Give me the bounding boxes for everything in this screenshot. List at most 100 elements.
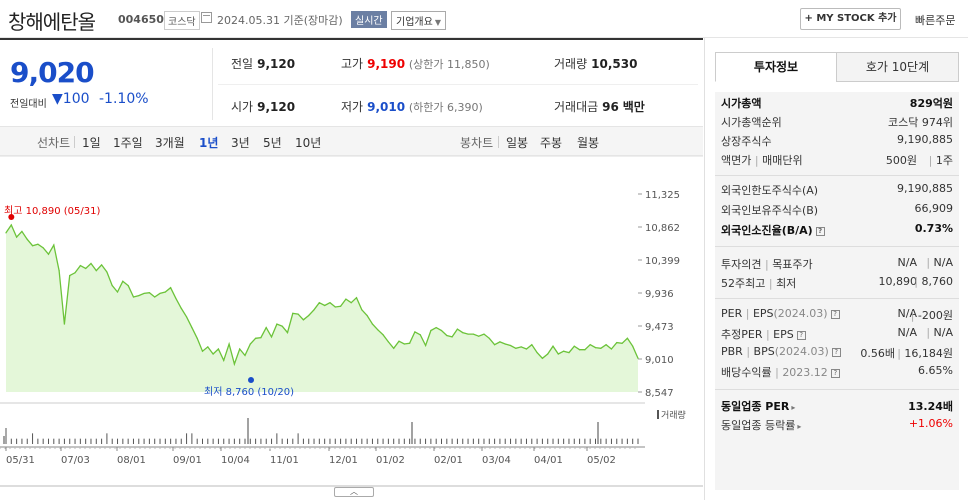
foreign-rate-value: 0.73%: [914, 222, 953, 235]
line-chart-label: 선차트: [37, 136, 71, 150]
price-point: [212, 353, 214, 355]
stock-name: 창해에탄올: [8, 10, 96, 34]
rank-label: 시가총액순위: [721, 116, 782, 129]
price-point: [223, 359, 225, 362]
tab-invest-info[interactable]: 투자정보: [715, 52, 837, 82]
realtime-button[interactable]: 실시간: [351, 11, 387, 28]
industry-per-row[interactable]: 동일업종 PER ▸ 13.24배: [721, 398, 953, 416]
foreign-hold-label: 외국인보유주식수(B): [721, 204, 819, 217]
base-date: 2024.05.31 기준(장마감): [217, 14, 343, 27]
period-1y[interactable]: 1년: [199, 136, 219, 150]
company-overview-dropdown[interactable]: 기업개요 ▼: [391, 11, 446, 30]
unit-value: | 1주: [928, 154, 953, 167]
help-icon[interactable]: ?: [815, 227, 825, 236]
period-3m[interactable]: 3개월: [155, 136, 185, 150]
price-point: [515, 347, 517, 349]
chart-resize-handle[interactable]: ︿: [334, 487, 374, 497]
period-1w[interactable]: 1주일: [113, 136, 143, 150]
help-icon[interactable]: ?: [830, 369, 840, 378]
divider: [498, 136, 499, 148]
help-icon[interactable]: ?: [831, 348, 841, 357]
per-row: PER | EPS(2024.03)? N/A | -200원: [721, 307, 953, 322]
pbr-row: PBR | BPS(2024.03)? 0.56배 | 16,184원: [721, 345, 953, 360]
period-3y[interactable]: 3년: [231, 136, 250, 150]
week52-row: 52주최고 | 최저 10,890 | 8,760: [721, 275, 953, 290]
price-point: [355, 297, 358, 299]
divider: [715, 175, 959, 176]
tab-orderbook[interactable]: 호가 10단계: [836, 52, 959, 82]
price-point: [196, 337, 198, 339]
candle-daily[interactable]: 일봉: [506, 136, 529, 150]
period-5y[interactable]: 5년: [263, 136, 282, 150]
info-tabs: 투자정보 호가 10단계: [715, 52, 959, 82]
lower-limit: (하한가 6,390): [408, 101, 483, 114]
foreign-hold-value: 66,909: [914, 202, 954, 215]
est-per-row: 추정PER | EPS? N/A | N/A: [721, 326, 953, 341]
price-point: [191, 327, 193, 329]
eps-text: -200원: [917, 309, 953, 322]
side-panel: 투자정보 호가 10단계 시가총액 829억원 시가총액순위 코스닥 974위 상장…: [704, 38, 968, 500]
stock-header: 창해에탄올 004650 코스닥 2024.05.31 기준(장마감) 실시간 …: [0, 0, 968, 38]
price-point: [499, 341, 501, 343]
price-chart[interactable]: 11,325 10,862 10,399 9,936 9,473 9,010 8,547 최고…: [0, 156, 703, 500]
candle-monthly[interactable]: 월봉: [577, 136, 600, 150]
candle-weekly[interactable]: 주봉: [540, 136, 563, 150]
x-tick-label: 09/01: [173, 455, 202, 466]
low-price: 저가 9,010 (하한가 6,390): [341, 98, 483, 115]
x-tick-label: 10/04: [221, 455, 250, 466]
price-point: [95, 270, 97, 272]
price-point: [148, 292, 150, 294]
volume-legend-label: 거래량: [661, 409, 686, 421]
price-point: [536, 351, 538, 354]
price-point: [63, 323, 66, 325]
price-point: [244, 354, 246, 357]
price-point: [69, 275, 71, 277]
price-point: [276, 323, 278, 325]
x-tick-label: 08/01: [117, 455, 146, 466]
industry-rate-row[interactable]: 동일업종 등락률 ▸ +1.06%: [721, 417, 953, 435]
y-tick-label: 11,325: [645, 190, 680, 201]
pbr-label: PBR: [721, 345, 743, 358]
quick-order-button[interactable]: 빠른주문: [915, 14, 956, 27]
price-point: [488, 337, 490, 339]
price-point: [217, 348, 220, 350]
price-point: [143, 292, 145, 295]
dividend-value: 6.65%: [918, 364, 953, 377]
w52-high-label: 52주최고: [721, 277, 766, 290]
price-point: [164, 291, 166, 293]
price-point: [563, 350, 565, 352]
price-point: [509, 344, 512, 347]
price-point: [393, 347, 395, 349]
high-label: 고가: [341, 57, 364, 71]
foreign-limit-value: 9,190,885: [897, 182, 953, 195]
my-stock-add-button[interactable]: + MY STOCK 추가: [800, 8, 901, 30]
price-point: [361, 309, 363, 311]
price-point: [594, 346, 597, 349]
price-point: [302, 319, 305, 321]
help-icon[interactable]: ?: [796, 331, 806, 340]
price-point: [127, 284, 129, 287]
max-marker: [8, 214, 15, 221]
period-10y[interactable]: 10년: [295, 136, 322, 150]
est-eps-value: | N/A: [926, 326, 953, 339]
price-point: [42, 247, 44, 249]
price-point: [451, 336, 453, 338]
help-icon[interactable]: ?: [830, 310, 840, 319]
market-cap-row: 시가총액 829억원: [721, 95, 953, 113]
price-point: [573, 345, 575, 347]
x-tick-label: 01/02: [376, 455, 405, 466]
rank-row: 시가총액순위 코스닥 974위: [721, 114, 953, 132]
price-point: [440, 329, 443, 332]
x-tick-label: 05/02: [587, 455, 616, 466]
price-point: [270, 336, 273, 338]
y-tick-label: 10,399: [645, 256, 680, 267]
opinion-value: N/A: [897, 256, 917, 269]
price-point: [419, 334, 421, 336]
period-1d[interactable]: 1일: [82, 136, 101, 150]
par-row: 액면가 | 매매단위 500원 | 1주: [721, 154, 953, 167]
price-point: [525, 348, 528, 350]
est-eps-text: N/A: [933, 326, 953, 339]
price-point: [138, 294, 140, 297]
price-point: [626, 337, 628, 339]
bps-date: (2024.03): [774, 345, 829, 358]
